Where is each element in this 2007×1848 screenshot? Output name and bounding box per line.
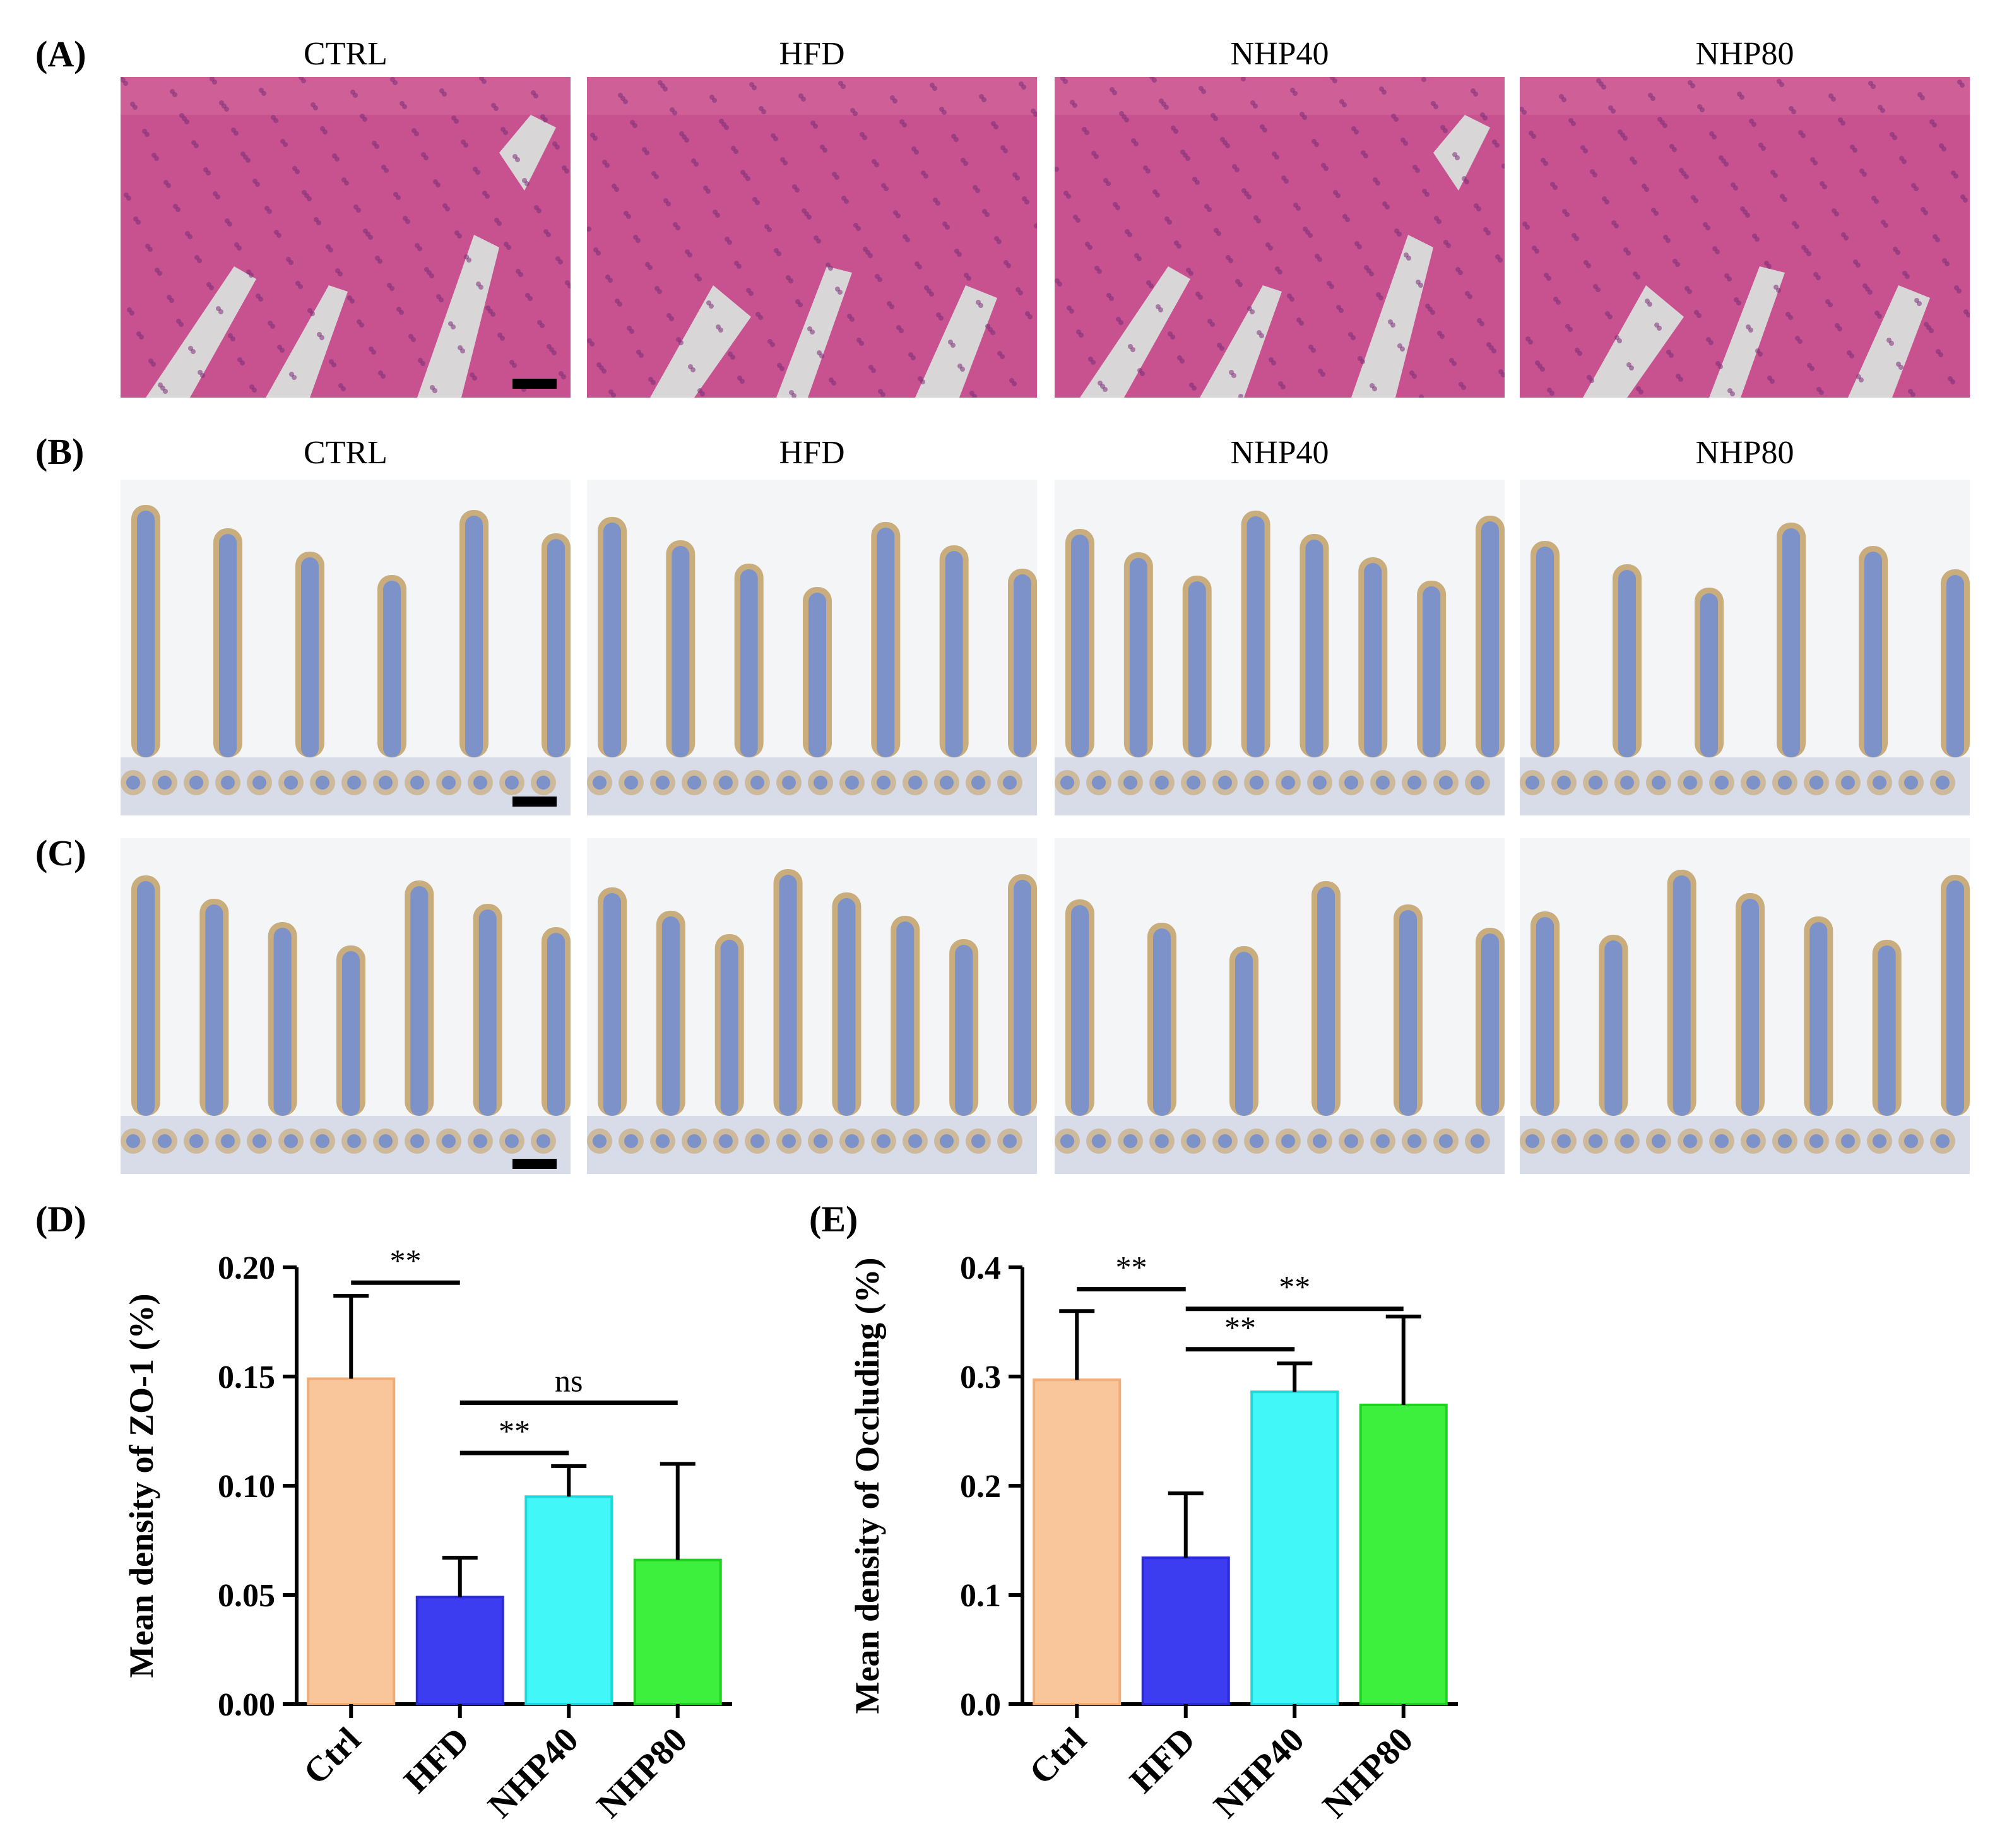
- x-tick-label: Ctrl: [1022, 1720, 1094, 1792]
- bar-nhp40: [524, 1495, 613, 1705]
- y-tick-label: 0.0: [960, 1687, 1001, 1723]
- y-tick-label: 0.1: [960, 1578, 1001, 1614]
- x-tick-label: NHP80: [1315, 1720, 1421, 1825]
- y-tick-label: 0.10: [218, 1469, 275, 1505]
- he-micrograph-ctrl: [121, 77, 571, 398]
- panel-letter-b: (B): [35, 431, 85, 472]
- he-micrograph-nhp80: [1520, 77, 1970, 398]
- y-axis-title: Mean density of Occluding (%): [852, 1258, 886, 1714]
- x-tick-label: NHP40: [480, 1720, 586, 1825]
- y-tick-label: 0.15: [218, 1359, 275, 1395]
- zo1-bar-chart: 0.00 0.05 0.10 0.15 0.20 Mean density of ZO-1…: [126, 1243, 732, 1825]
- panel-letter-d: (D): [35, 1199, 86, 1240]
- y-tick-label: 0.4: [960, 1250, 1001, 1286]
- bar-nhp80: [633, 1558, 722, 1706]
- scale-bar: [512, 1159, 557, 1169]
- bar-ctrl: [1033, 1378, 1122, 1705]
- scale-bar: [512, 797, 557, 807]
- column-title-nhp80: NHP80: [1695, 36, 1794, 72]
- zo1-micrograph-nhp40: [1055, 480, 1505, 815]
- y-tick-label: 0.20: [218, 1250, 275, 1286]
- significance-label: **: [390, 1243, 422, 1278]
- occludin-micrograph-nhp80: [1055, 838, 1505, 1174]
- x-tick-label: HFD: [397, 1720, 477, 1800]
- y-tick-label: 0.05: [218, 1578, 275, 1614]
- column-title-ctrl: CTRL: [304, 36, 388, 72]
- column-title-nhp40: NHP40: [1230, 435, 1329, 471]
- panel-letter-e: (E): [809, 1199, 858, 1240]
- occluding-bar-chart: 0.0 0.1 0.2 0.3 0.4 Mean density of Occluding…: [852, 1250, 1458, 1825]
- scale-bar: [512, 379, 557, 389]
- occludin-micrograph-ctrl: [1520, 838, 1970, 1174]
- bar-ctrl: [307, 1377, 396, 1705]
- occludin-micrograph-hfd: [121, 838, 571, 1174]
- column-title-ctrl: CTRL: [304, 435, 388, 471]
- x-tick-label: Ctrl: [296, 1720, 368, 1792]
- zo1-micrograph-hfd: [587, 480, 1037, 815]
- he-micrograph-nhp40: [1055, 77, 1505, 398]
- panel-letter-c: (C): [35, 832, 86, 874]
- column-title-hfd: HFD: [779, 36, 845, 72]
- y-tick-label: 0.00: [218, 1687, 275, 1723]
- column-title-nhp80: NHP80: [1695, 435, 1794, 471]
- bar-nhp40: [1250, 1390, 1339, 1705]
- column-title-hfd: HFD: [779, 435, 845, 471]
- y-tick-label: 0.2: [960, 1469, 1001, 1505]
- significance-label: **: [499, 1413, 530, 1448]
- x-tick-label: HFD: [1123, 1720, 1203, 1800]
- zo1-micrograph-ctrl: [121, 480, 571, 815]
- y-axis-title: Mean density of ZO-1 (%): [126, 1294, 160, 1678]
- significance-label: ns: [555, 1363, 583, 1399]
- occludin-micrograph-nhp40: [587, 838, 1037, 1174]
- column-title-nhp40: NHP40: [1230, 36, 1329, 72]
- bar-hfd: [415, 1596, 504, 1706]
- zo1-micrograph-nhp80: [1520, 480, 1970, 815]
- significance-label: **: [1116, 1250, 1147, 1285]
- x-tick-label: NHP40: [1206, 1720, 1311, 1825]
- he-micrograph-hfd: [587, 77, 1037, 398]
- y-tick-label: 0.3: [960, 1359, 1001, 1395]
- significance-label: **: [1279, 1269, 1310, 1305]
- bar-hfd: [1141, 1556, 1230, 1705]
- bar-nhp80: [1359, 1403, 1448, 1705]
- x-tick-label: NHP80: [589, 1720, 695, 1825]
- panel-letter-a: (A): [35, 33, 86, 74]
- significance-label: **: [1224, 1310, 1256, 1345]
